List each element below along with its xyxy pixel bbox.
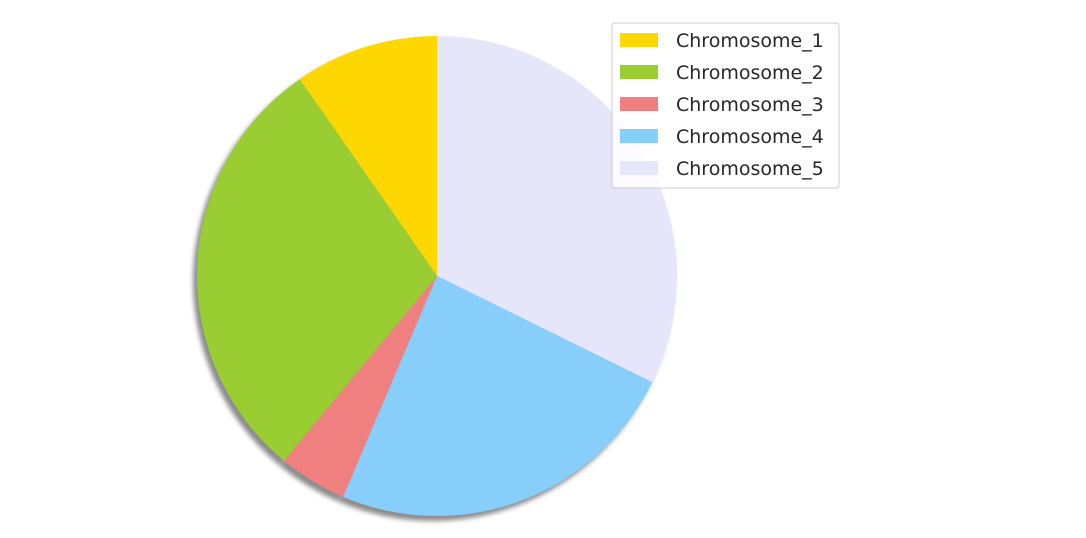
legend-label-chromosome-5: Chromosome_5: [676, 158, 824, 180]
pie-slice-chromosome-1: [299, 36, 437, 276]
legend-swatch-chromosome-4: [620, 129, 658, 143]
legend-swatch-chromosome-3: [620, 97, 658, 111]
legend-label-chromosome-1: Chromosome_1: [676, 30, 824, 52]
legend-swatch-chromosome-1: [620, 33, 658, 47]
legend-frame: [611, 22, 840, 189]
pie-slice-chromosome-3: [284, 276, 437, 497]
pie-slice-group: [197, 36, 677, 516]
legend-label-chromosome-3: Chromosome_3: [676, 94, 824, 116]
pie-slice-chromosome-2: [197, 79, 437, 461]
pie-slice-chromosome-4: [343, 276, 653, 516]
legend-label-chromosome-4: Chromosome_4: [676, 126, 824, 148]
legend-swatch-chromosome-5: [620, 161, 658, 175]
legend-swatch-chromosome-2: [620, 65, 658, 79]
legend: Chromosome_1 Chromosome_2 Chromosome_3 Chro…: [611, 22, 840, 189]
legend-label-chromosome-2: Chromosome_2: [676, 62, 824, 84]
